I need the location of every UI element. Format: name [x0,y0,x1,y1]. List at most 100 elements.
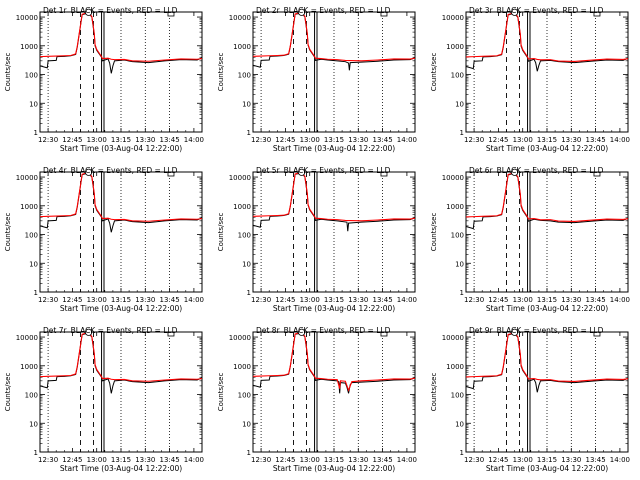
y-tick-label: 10000 [16,174,38,182]
y-tick-label: 100 [25,72,38,80]
x-tick-label: 13:15 [324,296,344,304]
panel-title-detector: Det 5r [256,166,280,175]
x-tick-label: 14:00 [184,296,204,304]
y-tick-label: 10 [242,420,251,428]
x-tick-label: 12:45 [62,296,82,304]
x-tick-label: 14:00 [397,296,417,304]
x-tick-label: 12:30 [464,136,484,144]
peak-circle-marker [85,168,93,176]
series-lld-line [466,172,628,223]
x-tick-label: 13:00 [513,296,533,304]
y-tick-label: 10000 [16,334,38,342]
y-tick-label: 100 [238,392,251,400]
y-tick-label: 100 [25,392,38,400]
chart-panel: 1 10 100 1000 10000 12:30 12:45 13:00 13:15 13:30… [4,166,204,313]
series-lld-line [40,332,202,382]
y-tick-label: 10000 [442,334,464,342]
x-tick-label: 13:00 [300,136,320,144]
peak-circle-marker [510,168,519,176]
top-marker-box [380,11,388,17]
y-tick-label: 100 [451,232,464,240]
y-tick-label: 1000 [446,203,464,211]
y-tick-label: 10 [29,260,38,268]
y-tick-label: 1 [460,289,464,297]
x-axis-label: Start Time (03-Aug-04 12:22:00) [486,144,608,153]
series-lld-line [253,12,415,62]
y-tick-label: 10000 [442,174,464,182]
y-axis-label: Counts/sec [4,213,12,252]
panel-title: Det 5r BLACK = Events, RED = LLD [256,166,391,175]
x-tick-label: 13:15 [537,296,557,304]
y-tick-label: 100 [25,232,38,240]
y-tick-label: 10 [242,100,251,108]
y-tick-label: 1 [247,449,251,457]
y-tick-label: 10000 [229,174,251,182]
peak-circle-marker [297,328,306,336]
x-tick-label: 13:15 [324,136,344,144]
panel-title-legend: BLACK = Events, RED = LLD [497,6,604,15]
x-tick-label: 12:30 [38,456,58,464]
panel-title-legend: BLACK = Events, RED = LLD [284,6,391,15]
peak-circle-marker [297,8,306,16]
panel-title: Det 1r BLACK = Events, RED = LLD [43,6,178,15]
panel-title-detector: Det 1r [43,6,67,15]
y-tick-label: 10000 [16,14,38,22]
panel-title: Det 2r BLACK = Events, RED = LLD [256,6,391,15]
y-axis-label: Counts/sec [4,373,12,412]
x-tick-label: 13:30 [135,456,155,464]
panel-title-detector: Det 7r [43,326,67,335]
x-tick-label: 13:30 [561,296,581,304]
x-tick-label: 12:45 [488,456,508,464]
y-tick-label: 1 [247,129,251,137]
y-axis-label: Counts/sec [217,213,225,252]
x-tick-label: 14:00 [184,136,204,144]
x-tick-label: 13:15 [111,296,131,304]
panel-title: Det 8r BLACK = Events, RED = LLD [256,326,391,335]
panel-title: Det 4r BLACK = Events, RED = LLD [43,166,178,175]
chart-panel: 1 10 100 1000 10000 12:30 12:45 13:00 13:15 13:30… [430,6,630,153]
y-tick-label: 100 [451,72,464,80]
x-tick-label: 13:00 [87,456,107,464]
x-axis-label: Start Time (03-Aug-04 12:22:00) [60,464,182,473]
chart-panel: 1 10 100 1000 10000 12:30 12:45 13:00 13:15 13:30… [217,326,417,473]
x-tick-label: 13:45 [373,296,393,304]
y-tick-label: 1000 [233,363,251,371]
x-tick-label: 12:45 [62,456,82,464]
x-tick-label: 12:45 [275,136,295,144]
panel-title-detector: Det 4r [43,166,67,175]
y-axis-label: Counts/sec [430,373,438,412]
series-lld-line [40,172,202,222]
series-events-line [40,332,202,394]
x-tick-label: 12:45 [275,296,295,304]
x-axis-label: Start Time (03-Aug-04 12:22:00) [486,304,608,313]
y-axis-label: Counts/sec [217,373,225,412]
top-marker-box [593,11,601,17]
x-tick-label: 13:15 [324,456,344,464]
series-lld-line [40,12,202,62]
y-tick-label: 10 [242,260,251,268]
chart-panel: 1 10 100 1000 10000 12:30 12:45 13:00 13:15 13:30… [4,326,204,473]
y-tick-label: 1000 [446,363,464,371]
y-axis-label: Counts/sec [217,53,225,92]
peak-circle-marker [85,328,93,336]
y-tick-label: 100 [238,232,251,240]
y-tick-label: 1 [460,129,464,137]
chart-panel: 1 10 100 1000 10000 12:30 12:45 13:00 13:15 13:30… [430,326,630,473]
panel-title-legend: BLACK = Events, RED = LLD [497,326,604,335]
panel-title-legend: BLACK = Events, RED = LLD [284,166,391,175]
x-tick-label: 13:45 [373,456,393,464]
panel-title-detector: Det 2r [256,6,280,15]
x-tick-label: 12:30 [251,456,271,464]
y-axis-label: Counts/sec [430,213,438,252]
x-tick-label: 14:00 [397,136,417,144]
y-tick-label: 10 [29,420,38,428]
peak-circle-marker [85,8,93,16]
panel-title: Det 6r BLACK = Events, RED = LLD [469,166,604,175]
x-tick-label: 12:30 [464,296,484,304]
y-tick-label: 1 [460,449,464,457]
chart-panel: 1 10 100 1000 10000 12:30 12:45 13:00 13:15 13:30… [217,6,417,153]
y-tick-label: 1 [34,449,38,457]
panel-title-detector: Det 9r [469,326,493,335]
y-tick-label: 100 [451,392,464,400]
x-axis-label: Start Time (03-Aug-04 12:22:00) [60,144,182,153]
